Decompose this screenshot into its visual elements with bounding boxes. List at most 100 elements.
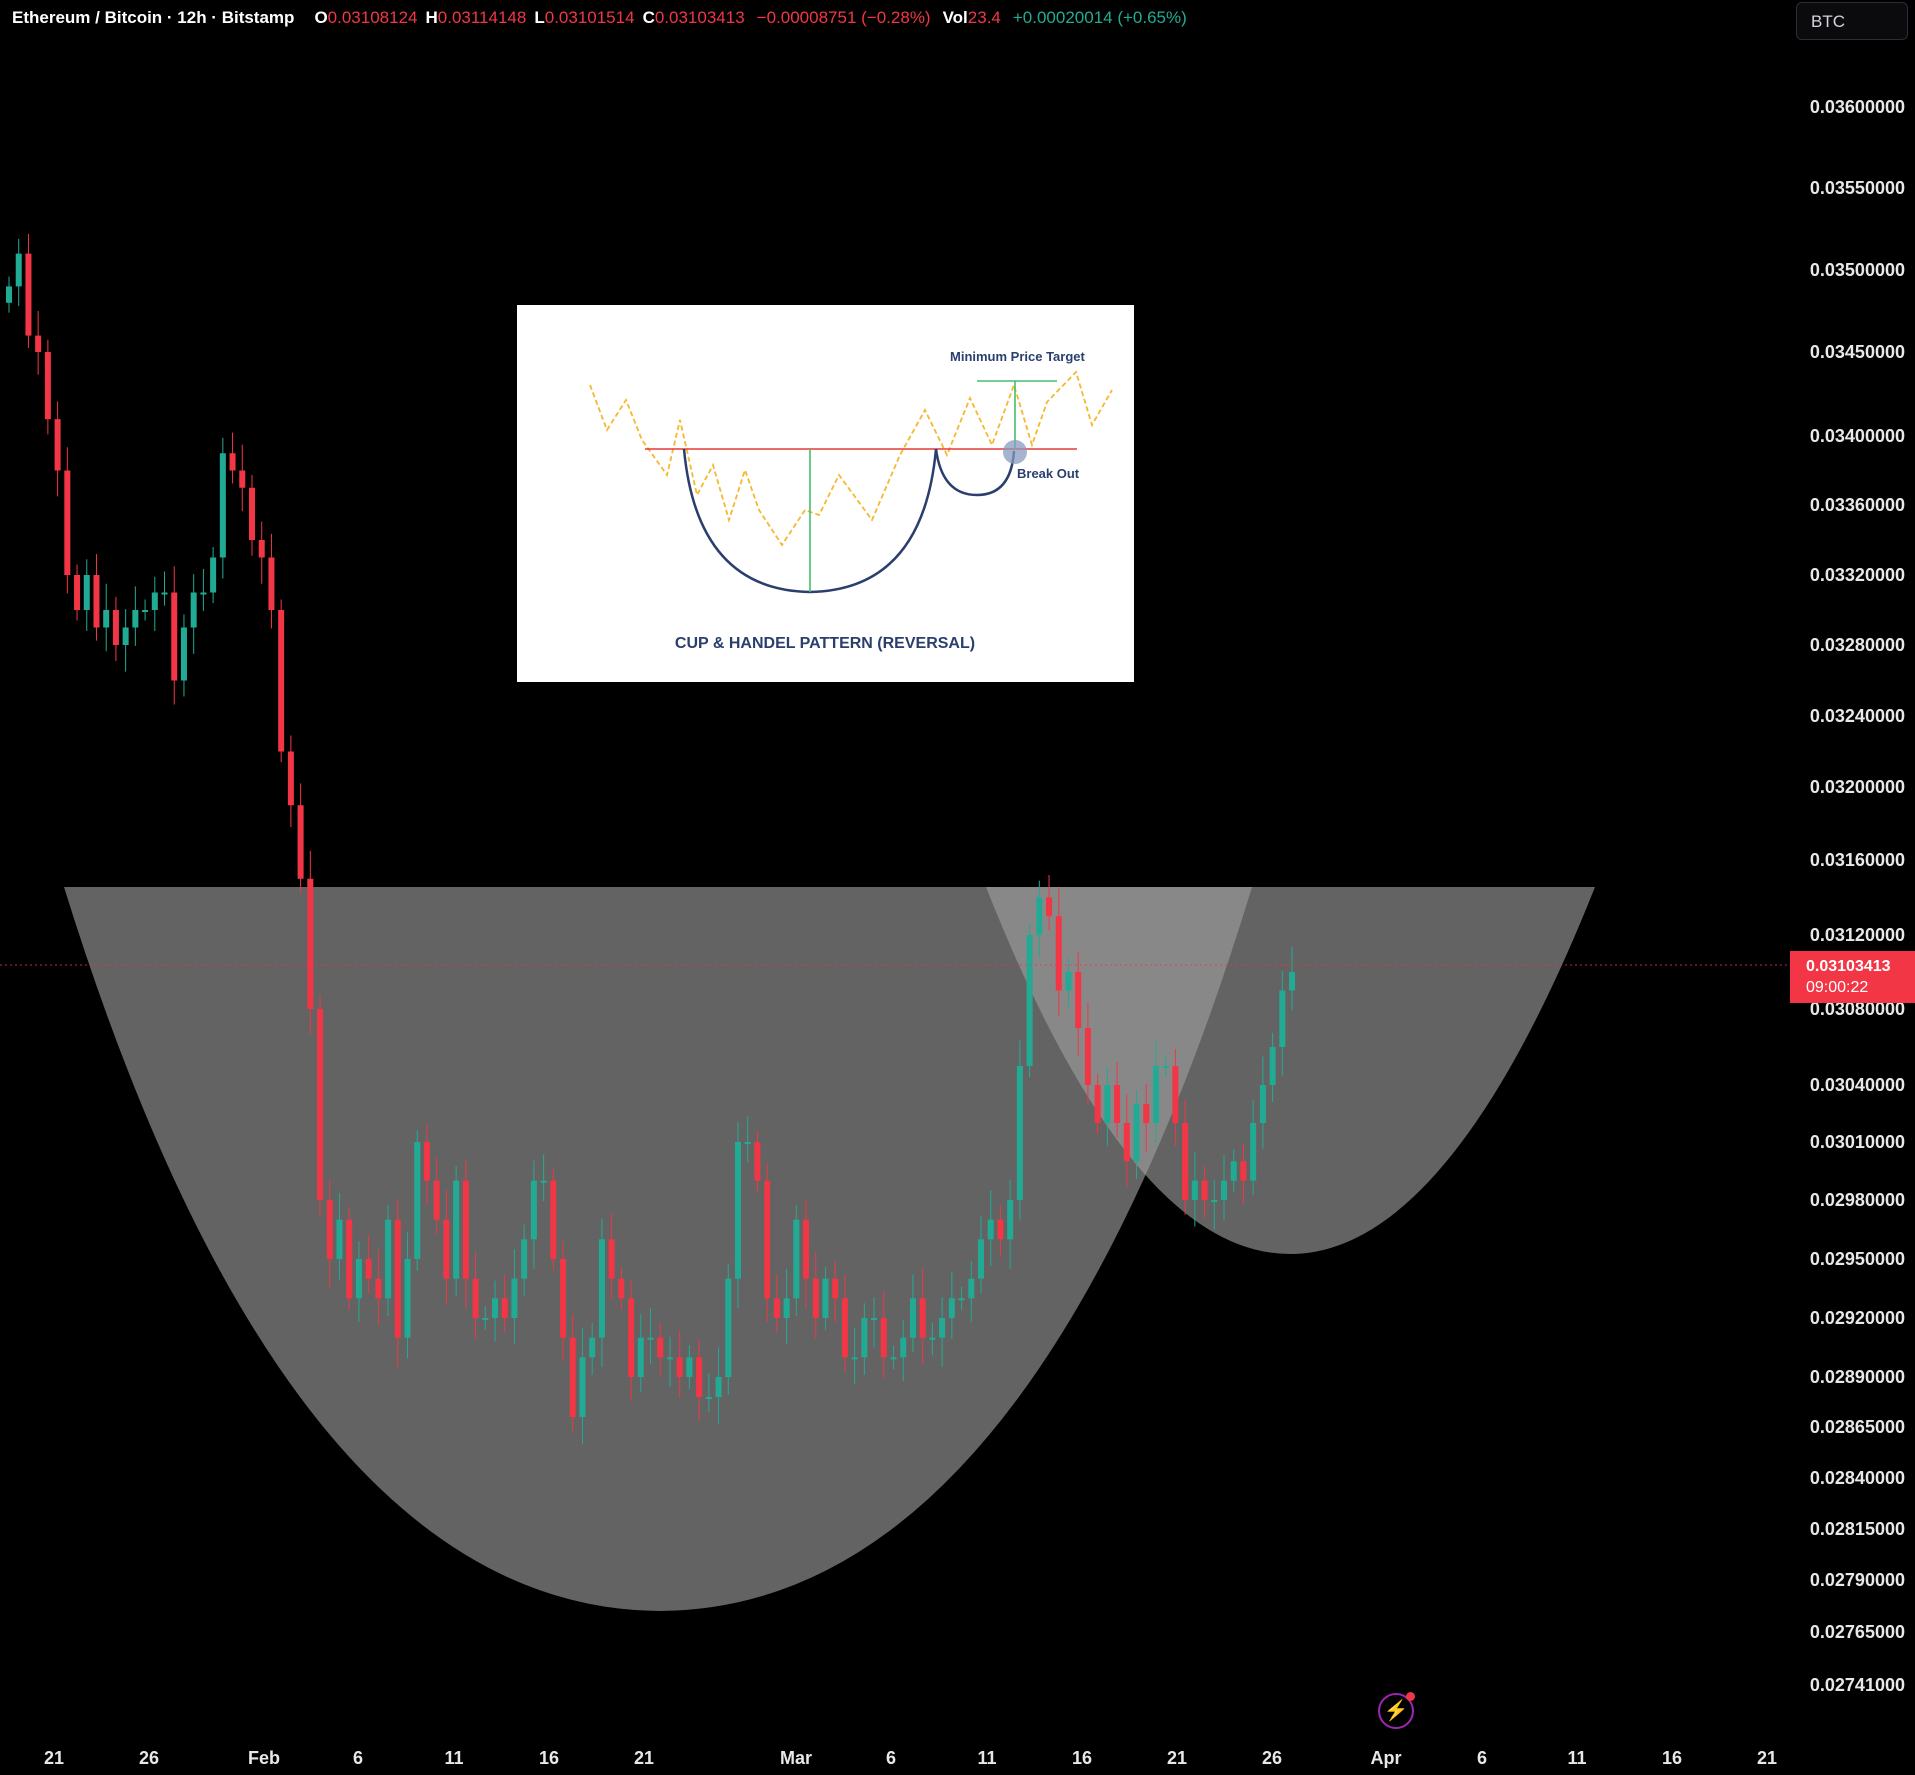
price-axis-label: 0.03010000 <box>1810 1132 1905 1152</box>
candle-body <box>812 1278 819 1318</box>
candle-body <box>598 1239 605 1338</box>
candle-body <box>103 610 110 628</box>
vol-label: Vol <box>942 8 968 27</box>
candle-body <box>25 253 32 336</box>
candle-body <box>122 627 129 645</box>
time-axis-label: 21 <box>634 1748 654 1768</box>
candles-group <box>6 233 1296 1445</box>
candle-body <box>501 1298 508 1318</box>
candle-body <box>696 1357 703 1397</box>
inset-handle <box>934 448 1016 497</box>
candle-body <box>1182 1123 1189 1200</box>
candle-body <box>375 1278 382 1299</box>
open-label: O <box>314 8 328 27</box>
time-axis-label: 6 <box>1477 1748 1487 1768</box>
currency-button[interactable]: BTC <box>1796 2 1908 40</box>
candle-body <box>229 453 236 471</box>
time-axis-label: 26 <box>1262 1748 1282 1768</box>
price-axis[interactable]: 0.03600000 0.03550000 0.03500000 0.03450000… <box>1810 97 1905 1695</box>
candle-body <box>569 1337 576 1417</box>
candle-body <box>647 1337 654 1340</box>
time-axis-label: Feb <box>248 1748 280 1768</box>
time-axis-label: 16 <box>539 1748 559 1768</box>
candle-body <box>317 1009 324 1200</box>
price-axis-label: 0.03240000 <box>1810 706 1905 726</box>
time-axis-label: 21 <box>1167 1748 1187 1768</box>
low-label: L <box>534 8 545 27</box>
candle-body <box>1075 972 1082 1028</box>
candle-body <box>744 1142 751 1144</box>
candle-body <box>355 1259 362 1299</box>
price-axis-label: 0.03550000 <box>1810 178 1905 198</box>
cup-overlay <box>64 887 1252 1611</box>
candle-body <box>871 1318 878 1320</box>
price-axis-label: 0.03400000 <box>1810 426 1905 446</box>
time-axis-label: Apr <box>1371 1748 1402 1768</box>
price-axis-label: 0.03200000 <box>1810 777 1905 797</box>
candle-body <box>1104 1085 1111 1123</box>
price-axis-label: 0.03280000 <box>1810 635 1905 655</box>
inset-price-path <box>589 370 1113 547</box>
candle-body <box>725 1278 732 1377</box>
candle-body <box>705 1397 712 1399</box>
open-value: 0.03108124 <box>327 8 418 27</box>
candle-body <box>54 419 61 471</box>
price-axis-label: 0.02765000 <box>1810 1622 1905 1642</box>
price-axis-label: 0.02980000 <box>1810 1190 1905 1210</box>
candle-body <box>453 1180 460 1279</box>
candle-body <box>968 1278 975 1299</box>
candle-body <box>414 1142 421 1259</box>
lightning-icon[interactable]: ⚡ <box>1378 1692 1415 1729</box>
candle-body <box>1211 1200 1218 1202</box>
candle-body <box>1259 1085 1266 1123</box>
candle-body <box>142 610 149 612</box>
low-value: 0.03101514 <box>544 8 635 27</box>
time-axis-label: 21 <box>1757 1748 1777 1768</box>
symbol-title[interactable]: Ethereum / Bitcoin · 12h · Bitstamp <box>12 8 295 27</box>
candle-body <box>793 1219 800 1299</box>
close-value: 0.03103413 <box>654 8 745 27</box>
price-axis-label: 0.03320000 <box>1810 565 1905 585</box>
candle-body <box>1084 1028 1091 1085</box>
candle-body <box>151 592 158 610</box>
price-axis-label: 0.02865000 <box>1810 1417 1905 1437</box>
candle-body <box>44 352 51 420</box>
candle-body <box>783 1298 790 1318</box>
time-axis-label: 26 <box>139 1748 159 1768</box>
candle-body <box>1221 1180 1227 1200</box>
candle-body <box>1036 897 1043 935</box>
price-axis-label: 0.03600000 <box>1810 97 1905 117</box>
candle-body <box>1143 1104 1150 1123</box>
candle-body <box>249 487 255 540</box>
time-axis-label: 11 <box>444 1748 463 1768</box>
price-axis-label: 0.02741000 <box>1810 1675 1905 1695</box>
handle-overlay <box>986 887 1595 1254</box>
candle-body <box>258 540 265 558</box>
time-axis-label: Mar <box>780 1748 812 1768</box>
candle-body <box>161 592 168 595</box>
candle-body <box>773 1298 780 1318</box>
candle-body <box>346 1219 353 1299</box>
candle-body <box>676 1357 683 1377</box>
time-axis-label: 11 <box>977 1748 996 1768</box>
candle-body <box>1046 897 1053 917</box>
candle-body <box>385 1219 392 1299</box>
candle-body <box>132 610 139 628</box>
time-axis-label: 16 <box>1662 1748 1682 1768</box>
candle-body <box>579 1357 586 1417</box>
time-axis-label: 16 <box>1072 1748 1092 1768</box>
price-axis-label: 0.03500000 <box>1810 260 1905 280</box>
candle-body <box>112 610 119 645</box>
time-axis[interactable]: 21 26 Feb 6 11 16 21 Mar 6 11 16 21 26 Apr 6 11 16 21 <box>44 1748 1777 1768</box>
price-axis-label: 0.02840000 <box>1810 1468 1905 1488</box>
candle-body <box>336 1219 343 1259</box>
candle-body <box>666 1357 673 1360</box>
candle-body <box>404 1259 411 1338</box>
candle-body <box>307 878 314 1009</box>
price-axis-label: 0.02920000 <box>1810 1308 1905 1328</box>
candle-body <box>618 1278 625 1299</box>
candle-body <box>1152 1066 1159 1123</box>
candle-body <box>890 1357 897 1360</box>
time-axis-label: 21 <box>44 1748 64 1768</box>
